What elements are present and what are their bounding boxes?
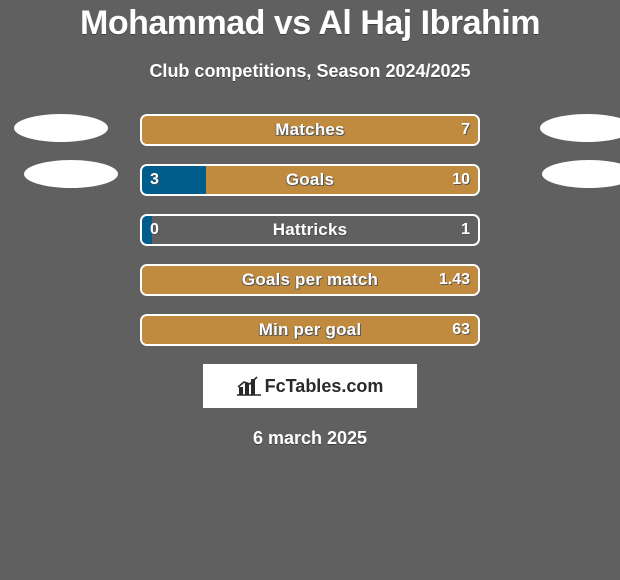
- bar-chart: Matches 7 Goals 3 10 Hattricks 0 1: [140, 114, 480, 346]
- chart-zone: Matches 7 Goals 3 10 Hattricks 0 1: [0, 114, 620, 449]
- bar-value-left: 0: [150, 221, 159, 239]
- avatar-ellipse-right-1: [540, 114, 620, 142]
- bar-value-right: 7: [461, 121, 470, 139]
- subtitle: Club competitions, Season 2024/2025: [0, 61, 620, 82]
- bar-row-min-per-goal: Min per goal 63: [140, 314, 480, 346]
- bar-value-right: 1.43: [439, 271, 470, 289]
- avatar-ellipse-left-2: [24, 160, 118, 188]
- date-label: 6 march 2025: [0, 428, 620, 449]
- bar-label: Hattricks: [142, 220, 478, 240]
- bar-row-goals-per-match: Goals per match 1.43: [140, 264, 480, 296]
- bar-row-goals: Goals 3 10: [140, 164, 480, 196]
- avatar-ellipse-left-1: [14, 114, 108, 142]
- bar-row-matches: Matches 7: [140, 114, 480, 146]
- logo-text: FcTables.com: [265, 376, 384, 397]
- logo-box[interactable]: FcTables.com: [203, 364, 417, 408]
- bar-value-left: 3: [150, 171, 159, 189]
- bar-row-hattricks: Hattricks 0 1: [140, 214, 480, 246]
- bar-value-right: 63: [452, 321, 470, 339]
- bar-label: Goals: [142, 170, 478, 190]
- bar-value-right: 1: [461, 221, 470, 239]
- avatar-ellipse-right-2: [542, 160, 620, 188]
- page-title: Mohammad vs Al Haj Ibrahim: [0, 0, 620, 43]
- bar-label: Goals per match: [142, 270, 478, 290]
- bar-value-right: 10: [452, 171, 470, 189]
- container: Mohammad vs Al Haj Ibrahim Club competit…: [0, 0, 620, 580]
- bar-label: Matches: [142, 120, 478, 140]
- bar-label: Min per goal: [142, 320, 478, 340]
- bar-chart-icon: [237, 375, 263, 397]
